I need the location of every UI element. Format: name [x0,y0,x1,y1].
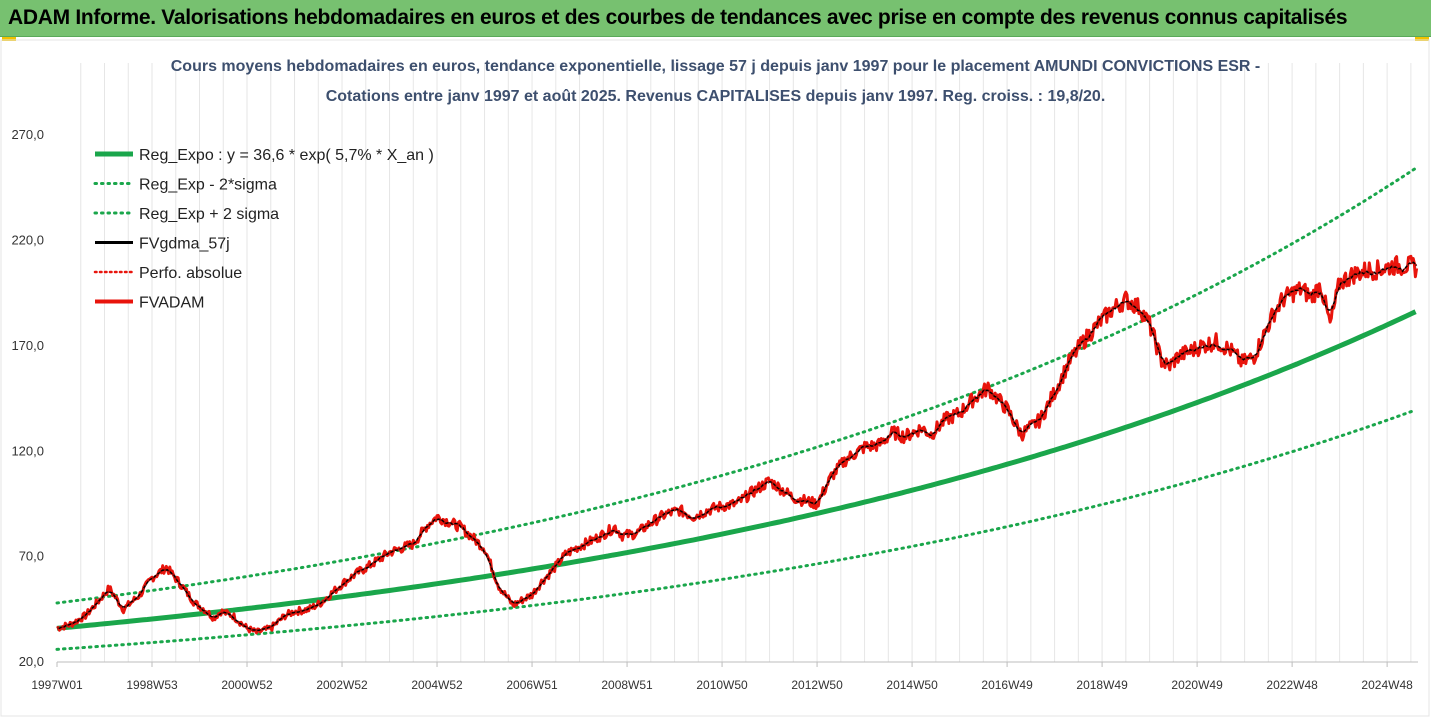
series-line-reg-exp-minus [55,408,1418,651]
legend: Reg_Expo : y = 36,6 * exp( 5,7% * X_an )… [93,147,434,312]
legend-label: Reg_Exp - 2*sigma [139,177,277,194]
x-tick-label: 1998W53 [126,678,178,692]
x-tick-label: 2012W50 [791,678,843,692]
x-axis: 1997W01 1998W53 2000W52 2002W52 2004W52 2006W… [31,662,1413,692]
chart-frame [0,39,1430,717]
banner-title: ADAM Informe. Valorisations hebdomadaire… [8,6,1348,29]
chart-title-line-2: Cotations entre janv 1997 et août 2025. … [325,88,1106,105]
x-tick-label: 2024W48 [1361,678,1413,692]
chart-title-line-1: Cours moyens hebdomadaires en euros, ten… [170,58,1261,75]
x-tick-label: 2008W51 [601,678,653,692]
x-tick-label: 2006W51 [506,678,558,692]
series-line-perfo-absolue [56,261,1418,631]
x-tick-label: 2002W52 [316,678,368,692]
legend-label: Reg_Exp + 2 sigma [139,206,279,223]
x-tick-label: 2018W49 [1076,678,1128,692]
x-tick-label: 2022W48 [1266,678,1318,692]
x-tick-label: 2000W52 [221,678,273,692]
y-tick-label: 120,0 [11,443,44,458]
x-tick-label: 2014W50 [886,678,938,692]
header-banner: ADAM Informe. Valorisations hebdomadaire… [0,0,1431,37]
y-tick-label: 270,0 [11,127,44,142]
corner-marker-right [1415,37,1429,41]
y-tick-label: 20,0 [19,654,44,669]
x-tick-label: 1997W01 [31,678,83,692]
series-line-fvgdma-57j [56,261,1418,632]
series-line-reg-exp-plus [55,166,1418,605]
y-tick-label: 220,0 [11,233,44,248]
y-tick-label: 170,0 [11,338,44,353]
y-tick-label: 70,0 [19,549,44,564]
series-layer [55,166,1419,651]
grid-lines [57,63,1418,663]
x-tick-label: 2010W50 [696,678,748,692]
series-line-reg-expo [56,309,1417,631]
y-axis: 20,0 70,0 120,0 170,0 220,0 270,0 [11,127,44,669]
x-tick-label: 2020W49 [1171,678,1223,692]
legend-label: Perfo. absolue [139,265,242,282]
x-tick-label: 2004W52 [411,678,463,692]
legend-label: FVgdma_57j [139,236,230,253]
x-tick-label: 2016W49 [981,678,1033,692]
legend-label: Reg_Expo : y = 36,6 * exp( 5,7% * X_an ) [139,147,434,164]
legend-label: FVADAM [139,295,204,312]
corner-marker-left [2,37,16,41]
